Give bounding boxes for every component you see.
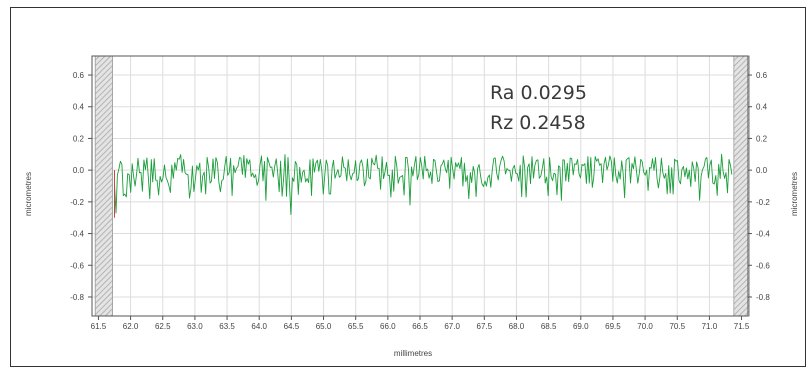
chart-frame: 61.5 62.0 62.5 63.0 63.5 64.0 64.5 65.0 65.5 66.0… <box>10 7 806 367</box>
y-tick-label-right: -0.8 <box>756 293 770 302</box>
y-tick-label-right: -0.6 <box>756 261 770 270</box>
y-tick-label-left: 0.0 <box>73 166 85 175</box>
y-tick-label-right: -0.4 <box>756 230 770 239</box>
y-axis-label-left: micrometres <box>24 172 33 216</box>
y-tick-label-left: 0.2 <box>73 134 85 143</box>
x-tick-label: 66.0 <box>380 322 396 331</box>
rz-annotation: Rz 0.2458 <box>490 112 586 134</box>
y-tick-label-left: 0.6 <box>73 71 85 80</box>
x-tick-label: 70.0 <box>637 322 653 331</box>
y-tick-label-left: 0.4 <box>73 103 85 112</box>
tick-labels: 61.5 62.0 62.5 63.0 63.5 64.0 64.5 65.0 65.5 66.0… <box>70 71 770 331</box>
y-tick-label-right: 0.4 <box>756 103 768 112</box>
x-tick-label: 65.5 <box>348 322 364 331</box>
x-tick-label: 69.0 <box>573 322 589 331</box>
x-tick-label: 61.5 <box>91 322 107 331</box>
y-tick-label-left: -0.2 <box>70 198 84 207</box>
y-axis-label-right: micrometres <box>790 172 799 216</box>
excluded-region <box>94 55 113 317</box>
y-tick-label-right: 0.2 <box>756 134 768 143</box>
x-tick-label: 64.0 <box>251 322 267 331</box>
x-axis-label: millimetres <box>394 349 432 358</box>
x-tick-label: 67.5 <box>477 322 493 331</box>
y-tick-label-left: -0.4 <box>70 230 84 239</box>
excluded-regions <box>94 55 750 317</box>
axes <box>88 55 752 320</box>
y-tick-label-right: 0.0 <box>756 166 768 175</box>
x-tick-label: 67.0 <box>444 322 460 331</box>
series-layer <box>114 153 733 218</box>
x-tick-label: 66.5 <box>412 322 428 331</box>
y-tick-label-right: -0.2 <box>756 198 770 207</box>
profile-series-line <box>114 153 733 215</box>
x-tick-label: 69.5 <box>605 322 621 331</box>
ra-annotation: Ra 0.0295 <box>490 82 587 104</box>
excluded-region <box>733 55 750 317</box>
x-tick-label: 62.0 <box>123 322 139 331</box>
x-tick-label: 70.5 <box>669 322 685 331</box>
y-tick-label-right: 0.6 <box>756 71 768 80</box>
x-tick-label: 65.0 <box>316 322 332 331</box>
x-tick-label: 62.5 <box>155 322 171 331</box>
y-tick-label-left: -0.8 <box>70 293 84 302</box>
x-tick-label: 64.5 <box>284 322 300 331</box>
x-tick-label: 63.5 <box>219 322 235 331</box>
grid <box>92 56 748 316</box>
x-tick-label: 63.0 <box>187 322 203 331</box>
x-tick-label: 68.5 <box>541 322 557 331</box>
x-tick-label: 71.0 <box>702 322 718 331</box>
profile-chart: 61.5 62.0 62.5 63.0 63.5 64.0 64.5 65.0 65.5 66.0… <box>24 55 799 358</box>
x-tick-label: 68.0 <box>509 322 525 331</box>
x-tick-label: 71.5 <box>734 322 750 331</box>
y-tick-label-left: -0.6 <box>70 261 84 270</box>
